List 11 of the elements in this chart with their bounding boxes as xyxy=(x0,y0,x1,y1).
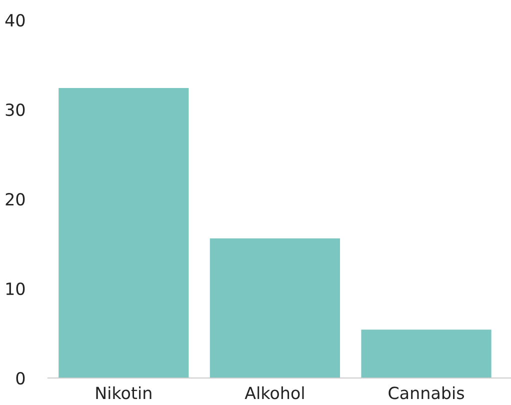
y-tick-label: 40 xyxy=(5,14,25,27)
x-tick-label: Cannabis xyxy=(388,386,464,400)
bar xyxy=(210,238,340,378)
y-tick-label: 30 xyxy=(6,103,25,116)
bar xyxy=(58,88,189,378)
bar xyxy=(361,330,492,378)
y-tick-label: 20 xyxy=(6,192,25,206)
y-tick-label: 0 xyxy=(16,372,25,385)
y-tick-label: 10 xyxy=(6,282,25,296)
x-tick-label: Nikotin xyxy=(96,386,152,400)
x-tick-label: Alkohol xyxy=(244,386,304,400)
